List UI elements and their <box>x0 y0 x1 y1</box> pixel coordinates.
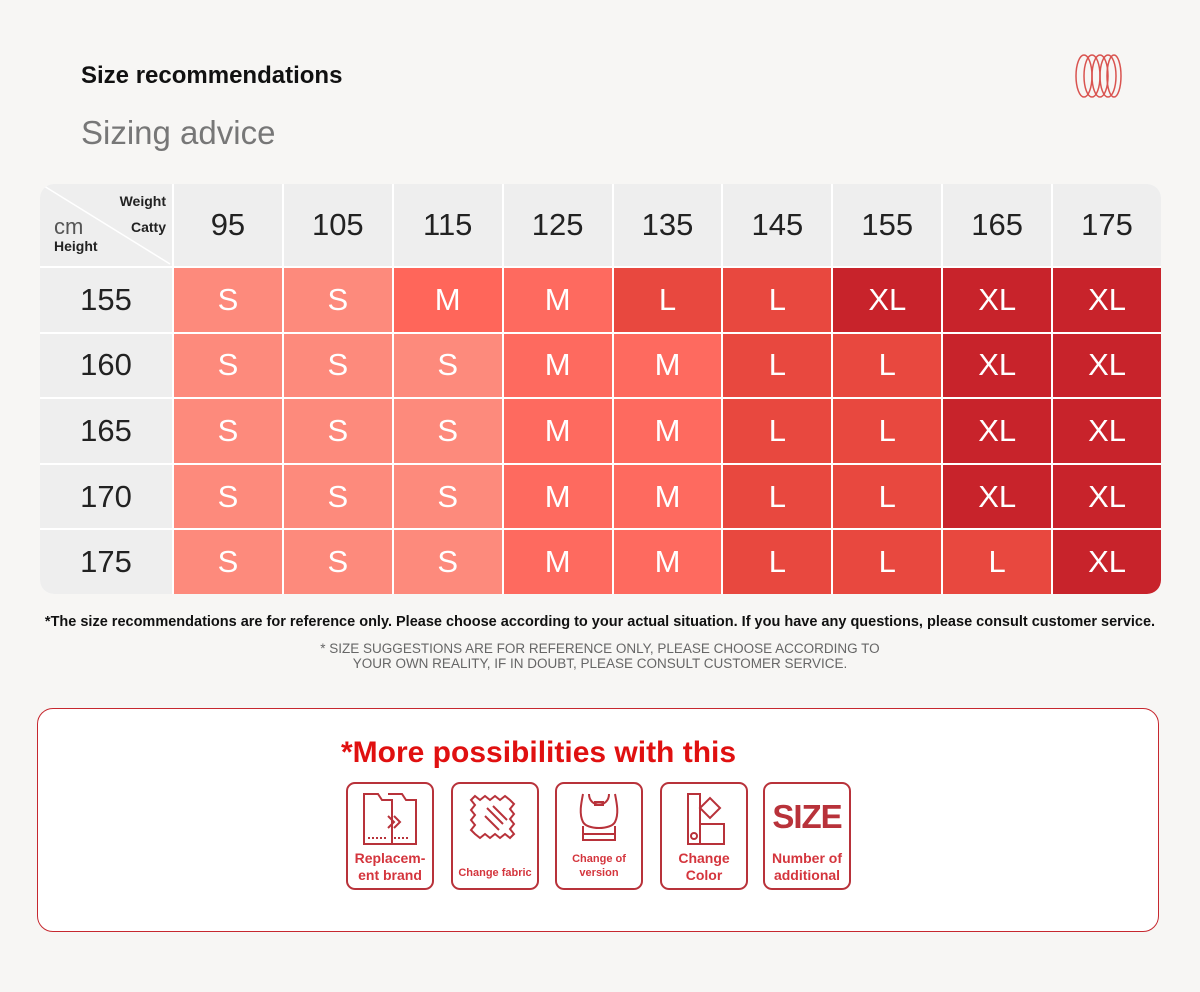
card-change-color: Change Color <box>660 782 748 890</box>
disclaimer-caps-line: * SIZE SUGGESTIONS ARE FOR REFERENCE ONL… <box>320 641 880 656</box>
height-label: Height <box>54 238 98 254</box>
size-cell: S <box>393 399 502 463</box>
size-cell: S <box>283 530 392 594</box>
size-cell: L <box>943 530 1052 594</box>
size-cell: XL <box>1053 464 1161 529</box>
size-cell: M <box>393 268 502 332</box>
weight-header: 175 <box>1053 184 1161 266</box>
weight-header: 95 <box>174 184 282 266</box>
size-cell: XL <box>943 268 1052 332</box>
size-cell: M <box>613 399 722 463</box>
size-cell: M <box>503 530 612 594</box>
weight-label: Weight <box>119 193 166 209</box>
garment-icon <box>579 793 619 841</box>
card-replacement-brand: Replacem-ent brand <box>346 782 434 890</box>
weight-header: 145 <box>723 184 832 266</box>
size-cell: S <box>174 333 282 398</box>
weight-header: 105 <box>283 184 392 266</box>
cm-label: cm <box>54 214 84 239</box>
weight-header: 135 <box>613 184 722 266</box>
size-cell: XL <box>943 464 1052 529</box>
size-cell: S <box>283 464 392 529</box>
fabric-icon <box>469 794 516 840</box>
more-possibilities-title: *More possibilities with this <box>341 736 737 769</box>
size-cell: XL <box>833 268 942 332</box>
size-cell: M <box>503 464 612 529</box>
card-label: Change fabric <box>458 867 532 879</box>
height-header: 165 <box>40 399 172 463</box>
size-cell: S <box>283 399 392 463</box>
height-header: 155 <box>40 268 172 332</box>
size-cell: M <box>503 399 612 463</box>
card-number-additional: SIZE Number of additional <box>763 782 851 890</box>
card-change-version: Change of version <box>555 782 643 890</box>
size-cell: L <box>723 399 832 463</box>
size-cell: XL <box>1053 268 1161 332</box>
size-cell: L <box>833 399 942 463</box>
size-cell: L <box>723 333 832 398</box>
page-title: Size recommendations <box>81 62 343 89</box>
height-header: 170 <box>40 464 172 529</box>
size-cell: S <box>283 268 392 332</box>
size-cell: XL <box>1053 333 1161 398</box>
page-subtitle: Sizing advice <box>81 114 276 151</box>
weight-header: 165 <box>943 184 1052 266</box>
size-cell: S <box>174 268 282 332</box>
table-corner-header: Weight Catty cm Height <box>40 184 172 266</box>
folder-transfer-icon <box>363 793 417 845</box>
size-cell: S <box>283 333 392 398</box>
size-cell: XL <box>943 333 1052 398</box>
size-cell: L <box>723 464 832 529</box>
catty-label: Catty <box>130 219 166 235</box>
brand-logo-icon <box>1075 54 1122 98</box>
size-cell: S <box>393 530 502 594</box>
disclaimer-note: *The size recommendations are for refere… <box>44 614 1156 630</box>
size-cell: S <box>174 530 282 594</box>
weight-header: 115 <box>393 184 502 266</box>
size-cell: S <box>174 464 282 529</box>
height-header: 175 <box>40 530 172 594</box>
card-label: Number of additional <box>772 850 842 883</box>
disclaimer-caps: * SIZE SUGGESTIONS ARE FOR REFERENCE ONL… <box>0 641 1200 671</box>
size-cell: M <box>613 464 722 529</box>
size-cell: M <box>503 268 612 332</box>
weight-header: 125 <box>503 184 612 266</box>
size-cell: M <box>613 530 722 594</box>
size-cell: L <box>833 530 942 594</box>
card-change-fabric: Change fabric <box>451 782 539 890</box>
size-cell: L <box>723 530 832 594</box>
size-cell: S <box>393 333 502 398</box>
size-cell: XL <box>943 399 1052 463</box>
color-swatch-icon <box>687 793 725 845</box>
card-label: Change Color <box>678 850 730 883</box>
size-cell: M <box>503 333 612 398</box>
height-header: 160 <box>40 333 172 398</box>
size-cell: S <box>393 464 502 529</box>
size-chart-table: Weight Catty cm Height 95 105 115 125 135 145… <box>40 184 1161 594</box>
size-cell: XL <box>1053 399 1161 463</box>
card-label: Change of version <box>572 853 626 879</box>
size-cell: S <box>174 399 282 463</box>
size-cell: L <box>833 464 942 529</box>
size-cell: XL <box>1053 530 1161 594</box>
weight-header: 155 <box>833 184 942 266</box>
size-cell: L <box>613 268 722 332</box>
size-cell: L <box>833 333 942 398</box>
diagonal-divider <box>43 185 171 265</box>
card-label: Replacem-ent brand <box>354 850 426 883</box>
size-icon: SIZE <box>772 798 842 835</box>
size-cell: L <box>723 268 832 332</box>
disclaimer-caps-line: YOUR OWN REALITY, IF IN DOUBT, PLEASE CO… <box>352 656 848 671</box>
size-cell: M <box>613 333 722 398</box>
